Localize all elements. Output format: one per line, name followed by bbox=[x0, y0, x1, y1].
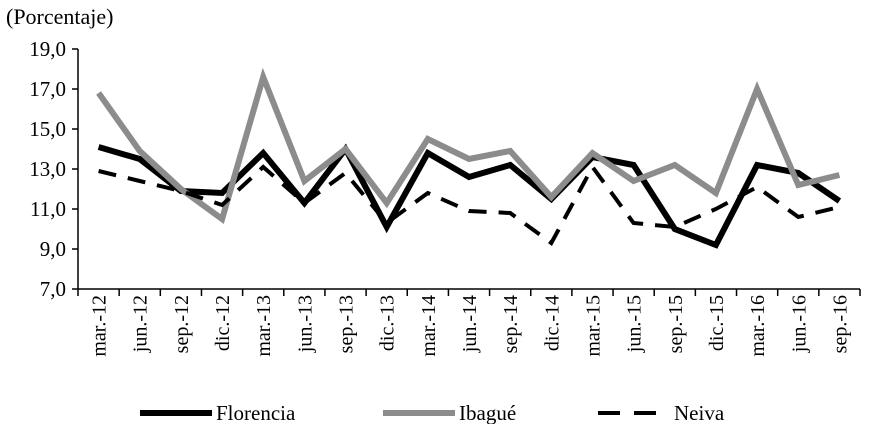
y-tick-label: 9,0 bbox=[40, 237, 66, 261]
series-layer bbox=[96, 67, 842, 249]
x-tick-label: mar.-14 bbox=[418, 295, 440, 357]
x-tick-label: jun.-13 bbox=[294, 295, 316, 353]
y-tick-label: 13,0 bbox=[29, 157, 66, 181]
y-tick-label: 7,0 bbox=[40, 277, 66, 301]
x-tick-label: jun.-16 bbox=[788, 295, 810, 353]
x-tick-label: jun.-15 bbox=[624, 295, 646, 353]
legend-label: Neiva bbox=[674, 401, 725, 424]
x-tick-label: sep.-12 bbox=[171, 295, 193, 353]
x-tick-label: sep.-13 bbox=[336, 295, 358, 353]
x-tick-label: dic.-12 bbox=[212, 295, 234, 351]
x-tick-label: mar.-15 bbox=[582, 295, 604, 357]
x-tick-label: jun.-14 bbox=[459, 295, 481, 353]
x-tick-label: sep.-15 bbox=[665, 295, 687, 353]
y-tick-label: 15,0 bbox=[29, 117, 66, 141]
x-tick-label: sep.-14 bbox=[500, 295, 522, 353]
x-tick-label: mar.-13 bbox=[253, 295, 275, 357]
x-tick-label: mar.-16 bbox=[747, 295, 769, 357]
y-axis-label: (Porcentaje) bbox=[6, 4, 114, 29]
y-tick-label: 11,0 bbox=[30, 197, 66, 221]
legend-label: Florencia bbox=[216, 401, 296, 424]
legend: Florencia Ibagué Neiva bbox=[140, 401, 725, 425]
y-tick-label: 17,0 bbox=[29, 77, 66, 101]
series-line-neiva bbox=[98, 163, 840, 246]
y-tick-label: 19,0 bbox=[29, 37, 66, 61]
series-line-florencia bbox=[97, 143, 842, 249]
x-tick-label: mar.-12 bbox=[89, 295, 111, 357]
series-line-ibagu bbox=[96, 67, 841, 224]
x-tick-label: dic.-13 bbox=[377, 295, 399, 351]
x-tick-label: jun.-12 bbox=[130, 295, 152, 353]
legend-label: Ibagué bbox=[459, 401, 516, 424]
axes: 7,0 9,0 11,0 13,0 15,0 17,0 19,0 mar.-12 jun.-12… bbox=[29, 37, 861, 357]
x-tick-label: dic.-15 bbox=[706, 295, 728, 351]
x-tick-label: sep.-16 bbox=[829, 295, 851, 353]
x-tick-label: dic.-14 bbox=[541, 295, 563, 351]
